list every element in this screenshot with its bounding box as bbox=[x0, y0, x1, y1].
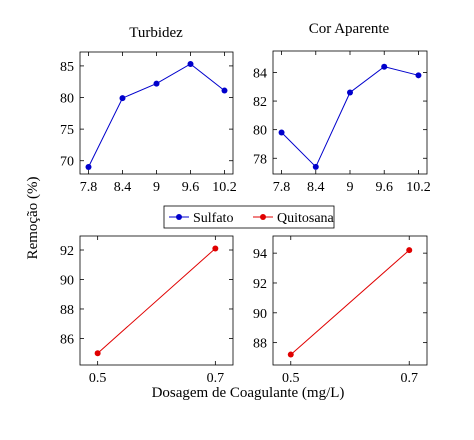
series-line-quitosana bbox=[290, 249, 410, 355]
panel-title-cor-aparente: Cor Aparente bbox=[309, 21, 390, 37]
data-point bbox=[212, 245, 219, 252]
x-tick-label: 8.4 bbox=[114, 180, 132, 195]
axes-frame bbox=[272, 235, 428, 366]
data-point bbox=[85, 164, 92, 171]
x-tick-label: 9 bbox=[347, 180, 354, 195]
x-tick-label: 0.5 bbox=[282, 371, 300, 386]
axes-frame bbox=[79, 51, 234, 175]
data-point bbox=[381, 63, 388, 70]
y-tick-label: 86 bbox=[60, 332, 74, 347]
y-axis-label: Remoção (%) bbox=[25, 177, 41, 260]
y-tick-label: 84 bbox=[253, 66, 267, 81]
x-tick-label: 9.6 bbox=[375, 180, 393, 195]
data-point bbox=[187, 61, 194, 68]
y-tick-label: 75 bbox=[60, 123, 74, 138]
panel-cor-aparente-quitosana: 88 90 92 94 0.5 0.7 bbox=[253, 235, 428, 386]
y-tick-label: 88 bbox=[60, 303, 74, 318]
x-tick-label: 9 bbox=[153, 180, 160, 195]
y-tick-label: 82 bbox=[253, 95, 267, 110]
data-point bbox=[94, 350, 101, 357]
data-point bbox=[221, 87, 228, 94]
panel-cor-aparente-sulfato: 78 80 82 84 7.8 8.4 9 9.6 10.2 bbox=[253, 50, 431, 195]
panel-title-turbidez: Turbidez bbox=[129, 25, 183, 41]
y-tick-label: 70 bbox=[60, 155, 74, 170]
y-tick-label: 80 bbox=[253, 124, 267, 139]
data-point bbox=[415, 72, 422, 79]
data-point bbox=[312, 163, 319, 170]
x-axis-label: Dosagem de Coagulante (mg/L) bbox=[152, 385, 345, 401]
data-point bbox=[119, 95, 126, 102]
y-tick-label: 90 bbox=[253, 307, 267, 322]
y-tick-label: 92 bbox=[60, 244, 74, 259]
data-point bbox=[287, 351, 294, 358]
data-point bbox=[406, 247, 413, 254]
x-tick-label: 7.8 bbox=[273, 180, 291, 195]
legend-label-quitosana: Quitosana bbox=[277, 211, 335, 226]
x-tick-label: 8.4 bbox=[307, 180, 325, 195]
panel-turbidez-quitosana: 86 88 90 92 0.5 0.7 bbox=[60, 235, 234, 386]
x-tick-label: 10.2 bbox=[406, 180, 431, 195]
y-tick-label: 78 bbox=[253, 152, 267, 167]
x-tick-label: 0.7 bbox=[207, 371, 225, 386]
legend-label-sulfato: Sulfato bbox=[193, 211, 233, 226]
x-tick-label: 9.6 bbox=[182, 180, 200, 195]
y-tick-label: 94 bbox=[253, 247, 267, 262]
axes-frame bbox=[79, 235, 234, 366]
series-line-sulfato bbox=[88, 63, 225, 168]
legend: Sulfato Quitosana bbox=[163, 205, 335, 229]
legend-marker-quitosana bbox=[260, 214, 266, 220]
y-tick-label: 92 bbox=[253, 277, 267, 292]
axes-frame bbox=[272, 50, 428, 175]
y-tick-label: 85 bbox=[60, 60, 74, 75]
x-tick-label: 0.5 bbox=[89, 371, 107, 386]
x-tick-label: 7.8 bbox=[80, 180, 98, 195]
y-tick-label: 80 bbox=[60, 92, 74, 107]
y-tick-label: 90 bbox=[60, 273, 74, 288]
x-tick-label: 0.7 bbox=[400, 371, 418, 386]
data-point bbox=[347, 89, 353, 96]
legend-marker-sulfato bbox=[176, 214, 182, 220]
y-tick-label: 88 bbox=[253, 337, 267, 352]
series-line-quitosana bbox=[97, 248, 216, 354]
data-point bbox=[278, 129, 285, 136]
x-tick-label: 10.2 bbox=[212, 180, 237, 195]
data-point bbox=[153, 80, 160, 87]
legend-box bbox=[163, 205, 335, 229]
panel-turbidez-sulfato: 70 75 80 85 7.8 8.4 9 9.6 10.2 bbox=[60, 51, 237, 195]
series-line-sulfato bbox=[281, 66, 419, 168]
